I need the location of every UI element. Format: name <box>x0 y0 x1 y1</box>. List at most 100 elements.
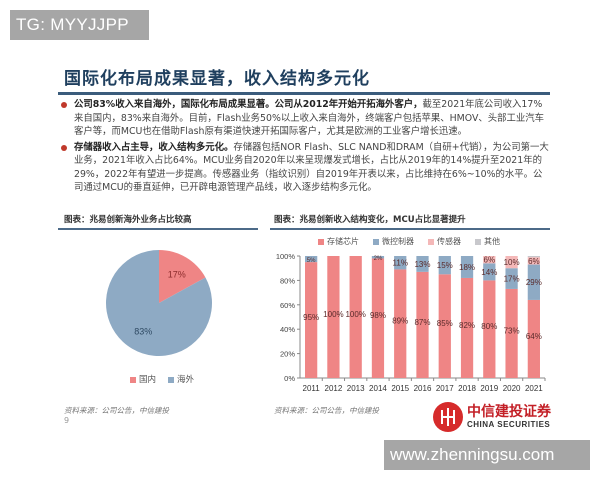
legend-swatch-icon <box>168 376 175 383</box>
logo-en-text: CHINA SECURITIES <box>467 420 551 429</box>
watermark-top: TG: MYYJJPP <box>10 10 149 40</box>
bar-segment <box>527 264 540 300</box>
legend-item-sensor: 传感器 <box>428 236 461 247</box>
bar-plot-area: 0% 20% 40% 60% 80% 100% 95% 5% 2011 100% 2012 100% 2… <box>276 252 546 393</box>
bar-chart-caption: 图表：兆易创新收入结构变化，MCU占比显著提升 <box>274 215 466 225</box>
bar-caption-divider <box>270 228 550 230</box>
pie-source-note: 资料来源：公司公告，中信建投 <box>64 406 169 415</box>
bullet-dot-icon <box>61 144 67 151</box>
bar-segment <box>371 258 385 378</box>
legend-item-other: 其他 <box>475 236 500 247</box>
y-tick-label: 100% <box>276 252 296 261</box>
pie-legend: 国内 海外 <box>130 373 194 385</box>
bar-value-label: 100% <box>345 310 365 319</box>
pie-slice <box>159 250 206 303</box>
y-tick-label: 80% <box>280 276 295 285</box>
x-tick-label: 2018 <box>458 384 476 393</box>
x-tick-label: 2021 <box>525 384 543 393</box>
bullet-text: 截至2021年底公司收入17%来自国内，83%来自海外。目前，Flash业务50… <box>74 99 545 137</box>
bar-segment <box>349 256 362 378</box>
legend-swatch-icon <box>130 376 136 383</box>
bullet-text: 存储器包括NOR Flash、SLC NAND和DRAM（自研+代销），为公司第… <box>74 141 549 194</box>
bar-segment <box>416 271 429 378</box>
bar-segment <box>327 256 340 378</box>
bar-value-label: 82% <box>459 321 475 330</box>
bullet-item: 公司83%收入来自海外，国际化布局成果显著。公司从2012年开始开拓海外客户，截… <box>58 98 550 139</box>
bar-segment <box>416 256 429 272</box>
slide-title: 国际化布局成果显著，收入结构多元化 <box>64 69 370 89</box>
bar-value-label: 17% <box>504 275 520 284</box>
bar-segment <box>527 256 540 258</box>
bullet-item: 存储器收入占主导，收入结构多元化。存储器包括NOR Flash、SLC NAND… <box>58 141 550 195</box>
watermark-bottom: www.zhenningsu.com <box>384 440 590 470</box>
bar-value-label: 6% <box>484 256 496 265</box>
x-tick-label: 2011 <box>303 384 321 393</box>
bar-segment <box>527 299 540 378</box>
bullet-bold: 存储器收入占主导，收入结构多元化。 <box>74 141 234 153</box>
bar-source-note: 资料来源：公司公告，中信建投 <box>274 406 379 415</box>
bar-value-label: 73% <box>504 326 520 335</box>
pie-slices <box>106 250 212 356</box>
stacked-bar-chart: 0% 20% 40% 60% 80% 100% 95% 5% 2011 100% 2012 100% 2… <box>276 252 546 393</box>
title-divider <box>58 92 550 95</box>
bar-value-label: 11% <box>393 259 408 268</box>
bar-value-label: 64% <box>526 332 542 341</box>
legend-item-mcu: 微控制器 <box>373 236 414 247</box>
y-tick-label: 0% <box>284 374 295 383</box>
bar-segment <box>505 288 518 378</box>
pie-label-overseas: 83% <box>134 326 152 336</box>
bar-segment <box>483 263 496 281</box>
page-number: 9 <box>64 416 70 425</box>
brand-logo: 中信建投证券 CHINA SECURITIES <box>433 402 551 432</box>
bar-segment <box>460 277 474 378</box>
legend-swatch-icon <box>318 238 324 245</box>
bar-segment <box>371 256 385 259</box>
x-tick-label: 2020 <box>503 384 521 393</box>
legend-swatch-icon <box>475 238 481 245</box>
bar-segment <box>483 256 496 264</box>
bar-value-label: 6% <box>528 257 540 266</box>
pie-caption-divider <box>58 228 258 230</box>
bar-value-label: 80% <box>481 322 497 331</box>
bar-segment <box>505 256 518 269</box>
bar-value-label: 2% <box>374 256 383 262</box>
pie-chart-caption: 图表：兆易创新海外业务占比较高 <box>64 215 192 225</box>
bar-value-label: 15% <box>437 261 453 270</box>
x-tick-label: 2014 <box>369 384 387 393</box>
bullet-dot-icon <box>61 102 67 108</box>
y-tick-label: 40% <box>280 325 295 334</box>
bar-value-label: 98% <box>370 311 386 320</box>
bar-value-label: 14% <box>481 268 497 277</box>
bar-legend: 存储芯片 微控制器 传感器 其他 <box>318 236 500 247</box>
bar-segment <box>483 280 496 378</box>
pie-chart: 17% 83% <box>106 250 212 356</box>
logo-cn-text: 中信建投证券 <box>467 404 551 420</box>
bar-value-label: 100% <box>323 310 343 319</box>
bar-value-label: 95% <box>303 313 319 322</box>
legend-item-domestic: 国内 <box>130 373 156 385</box>
y-tick-label: 60% <box>280 301 295 310</box>
x-tick-label: 2015 <box>391 384 409 393</box>
x-tick-label: 2016 <box>414 384 432 393</box>
bar-segment <box>394 269 407 378</box>
y-tick-label: 20% <box>280 350 295 359</box>
legend-item-storage: 存储芯片 <box>318 236 359 247</box>
bar-segment <box>438 256 451 275</box>
pie-slice <box>106 250 212 356</box>
legend-swatch-icon <box>428 238 434 245</box>
bar-segment <box>527 257 540 265</box>
x-tick-label: 2019 <box>480 384 498 393</box>
bar-value-label: 10% <box>504 258 520 267</box>
x-tick-label: 2012 <box>325 384 343 393</box>
bar-segment <box>438 274 451 378</box>
bar-value-label: 13% <box>414 260 430 269</box>
bar-value-label: 5% <box>307 258 316 264</box>
bar-segment <box>505 268 518 289</box>
bar-segment <box>460 256 474 278</box>
bar-value-label: 29% <box>526 278 542 287</box>
bar-segment <box>394 256 407 270</box>
bar-segment <box>305 256 318 263</box>
bar-value-label: 87% <box>414 318 430 327</box>
legend-swatch-icon <box>373 238 379 245</box>
bullet-list: 公司83%收入来自海外，国际化布局成果显著。公司从2012年开始开拓海外客户，截… <box>58 98 550 197</box>
